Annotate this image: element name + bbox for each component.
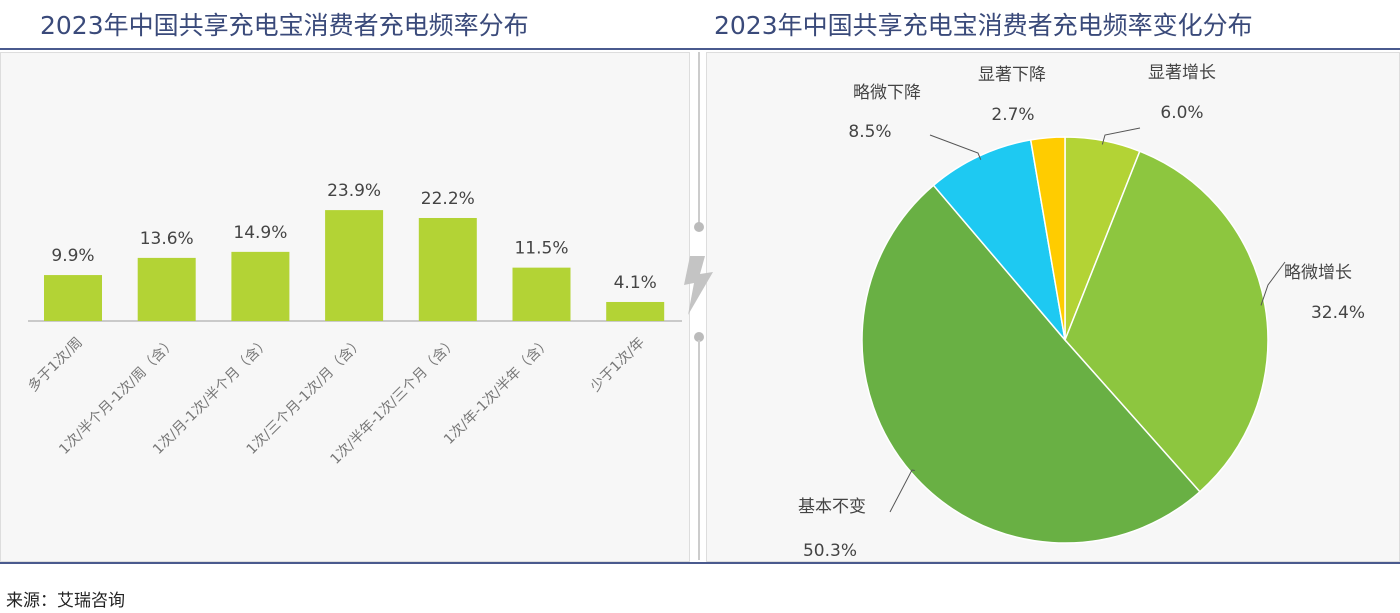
- bar: [512, 267, 571, 321]
- x-tick-label: 少于1次/年: [587, 335, 648, 396]
- x-tick-label: 多于1次/周: [25, 334, 86, 395]
- pie-category-label: 显著下降: [978, 65, 1046, 85]
- bottom-divider: [0, 562, 1400, 564]
- top-divider: [0, 48, 1400, 50]
- pie-chart-title: 2023年中国共享充电宝消费者充电频率变化分布: [714, 11, 1253, 40]
- pie-value-label: 2.7%: [991, 105, 1034, 125]
- lightning-icon: [684, 256, 713, 315]
- bar-value-label: 22.2%: [421, 189, 475, 209]
- pie-category-label: 显著增长: [1148, 63, 1216, 83]
- bar-value-label: 14.9%: [233, 223, 287, 243]
- pie-category-label: 略微下降: [853, 83, 921, 103]
- pie-value-label: 6.0%: [1160, 103, 1203, 123]
- bar: [44, 275, 102, 321]
- pie-category-label: 基本不变: [798, 497, 866, 517]
- pie-slice: [861, 184, 1201, 544]
- x-tick-label: 1次/年-1次/半年（含）: [441, 335, 554, 448]
- leader-line: [889, 469, 915, 513]
- bar: [231, 251, 290, 321]
- pie-slice: [1029, 136, 1066, 341]
- leader-line: [1101, 127, 1141, 145]
- bar-value-label: 9.9%: [51, 246, 94, 266]
- bar-value-label: 23.9%: [327, 181, 381, 201]
- bar: [418, 217, 477, 321]
- pie-slice: [1064, 150, 1269, 493]
- bar-value-label: 13.6%: [140, 229, 194, 249]
- pie-value-label: 50.3%: [803, 541, 857, 561]
- bar: [325, 210, 384, 321]
- bar: [606, 301, 665, 321]
- bar: [137, 257, 196, 321]
- pie-value-label: 8.5%: [848, 122, 891, 142]
- pie-category-label: 略微增长: [1284, 263, 1352, 283]
- source-note: 来源：艾瑞咨询: [6, 591, 125, 611]
- pie-value-label: 32.4%: [1311, 303, 1365, 323]
- center-divider: [684, 52, 713, 560]
- bar-value-label: 4.1%: [614, 273, 657, 293]
- leader-line: [1260, 261, 1286, 306]
- leader-line: [929, 134, 982, 160]
- bar-value-label: 11.5%: [514, 239, 568, 259]
- bar-chart-title: 2023年中国共享充电宝消费者充电频率分布: [40, 11, 529, 40]
